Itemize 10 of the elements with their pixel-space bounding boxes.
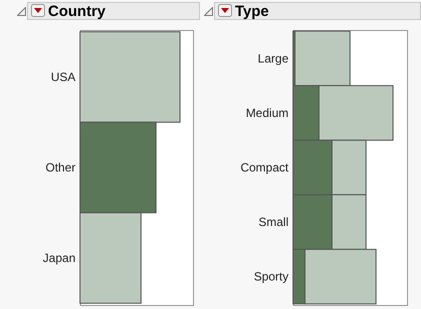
y-tick-label: Sporty (254, 270, 288, 284)
y-tick-label: Small (258, 215, 288, 230)
chart-title: Country (48, 3, 106, 21)
y-tick-label: Compact (240, 160, 290, 174)
y-tick-label: Medium (246, 106, 288, 120)
y-tick-label: USA (50, 70, 76, 84)
y-tick-label: Large (258, 51, 289, 66)
y-tick-label: Other (45, 160, 76, 174)
chart-title: Type (235, 3, 269, 21)
y-tick-label: Japan (42, 250, 76, 265)
